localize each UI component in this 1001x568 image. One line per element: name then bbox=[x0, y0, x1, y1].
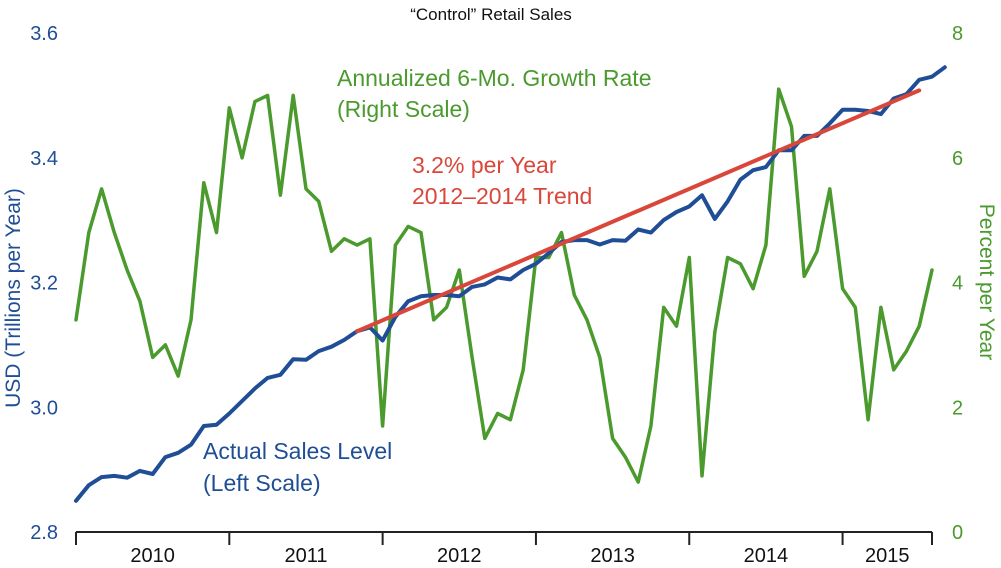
left-tick-label: 3.4 bbox=[30, 148, 58, 170]
right-tick-label: 6 bbox=[952, 148, 963, 170]
left-tick-label: 3.2 bbox=[30, 273, 58, 295]
right-tick-label: 2 bbox=[952, 397, 963, 419]
x-tick-label: 2010 bbox=[130, 545, 175, 567]
x-tick-label: 2013 bbox=[590, 545, 635, 567]
left-axis-label: USD (Trillions per Year) bbox=[2, 188, 25, 408]
left-tick-label: 3.0 bbox=[30, 397, 58, 419]
trend-annotation-line1: 3.2% per Year bbox=[412, 152, 557, 178]
x-tick-label: 2012 bbox=[437, 545, 482, 567]
left-tick-label: 3.6 bbox=[30, 23, 58, 45]
sales-annotation-line2: (Left Scale) bbox=[203, 470, 321, 496]
growth-annotation-line2: (Right Scale) bbox=[337, 96, 470, 122]
trend-annotation-line2: 2012–2014 Trend bbox=[412, 183, 592, 209]
x-tick-label: 2015 bbox=[865, 545, 910, 567]
right-tick-label: 0 bbox=[952, 522, 963, 544]
sales-annotation-line1: Actual Sales Level bbox=[203, 438, 392, 464]
growth-rate-line bbox=[74, 87, 934, 484]
right-axis-ticks: 0 2 4 6 8 bbox=[952, 23, 963, 544]
series-layer bbox=[74, 65, 947, 503]
right-tick-label: 8 bbox=[952, 23, 963, 45]
x-tick-label: 2014 bbox=[744, 545, 789, 567]
growth-annotation-line1: Annualized 6-Mo. Growth Rate bbox=[337, 65, 652, 91]
x-tick-label: 2011 bbox=[284, 545, 327, 567]
left-tick-label: 2.8 bbox=[30, 522, 58, 544]
chart-title: “Control” Retail Sales bbox=[410, 5, 572, 24]
right-tick-label: 4 bbox=[952, 273, 963, 295]
sales-level-line bbox=[74, 65, 947, 503]
trend-line bbox=[355, 88, 922, 334]
x-axis: 2010 2011 2012 2013 2014 2015 bbox=[75, 531, 933, 567]
right-axis-label: Percent per Year bbox=[975, 204, 998, 360]
left-axis-ticks: 2.8 3.0 3.2 3.4 3.6 bbox=[30, 23, 58, 544]
